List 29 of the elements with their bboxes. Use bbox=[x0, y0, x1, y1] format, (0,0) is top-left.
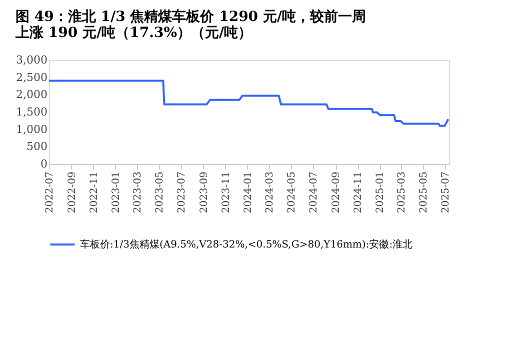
x-tick-label: 2023-07 bbox=[176, 172, 188, 214]
x-tick-label: 2024-07 bbox=[308, 172, 320, 214]
y-tick-label: 1,500 bbox=[16, 106, 48, 118]
x-tick-label: 2022-09 bbox=[66, 172, 78, 214]
x-tick-label: 2023-03 bbox=[132, 172, 144, 214]
x-tick-label: 2025-05 bbox=[418, 172, 430, 214]
x-tick-label: 2023-01 bbox=[110, 172, 122, 214]
chart-title: 图 49：淮北 1/3 焦精煤车板价 1290 元/吨，较前一周上涨 190 元/吨（17.3%）（元/吨） bbox=[14, 8, 366, 41]
x-tick-label: 2024-03 bbox=[264, 172, 276, 214]
y-tick-label: 2,000 bbox=[16, 88, 48, 102]
x-tick-label: 2024-09 bbox=[331, 172, 342, 214]
x-tick-label: 2022-07 bbox=[44, 172, 56, 214]
y-tick-label: 500 bbox=[26, 140, 48, 154]
y-tick-label: 0 bbox=[40, 158, 48, 170]
line-series bbox=[48, 80, 450, 127]
y-tick-label: 2,500 bbox=[16, 70, 48, 84]
x-tick-label: 2023-11 bbox=[220, 172, 232, 214]
x-tick-label: 2024-11 bbox=[353, 172, 364, 214]
x-tick-label: 2024-05 bbox=[286, 172, 298, 214]
x-tick-label: 2023-09 bbox=[198, 172, 210, 214]
x-tick-label: 2024-01 bbox=[242, 172, 254, 214]
legend-label: 车板价:1/3焦精煤(A9.5%,V28-32%,<0.5%S,G>80,Y16mm):安徽:淮北 bbox=[80, 238, 413, 250]
x-tick-label: 2023-05 bbox=[154, 172, 166, 214]
x-tick-label: 2025-03 bbox=[396, 172, 408, 214]
y-tick-label: 1,000 bbox=[16, 122, 48, 136]
x-tick-label: 2025-01 bbox=[375, 172, 386, 214]
y-tick-label: 3,000 bbox=[16, 54, 48, 66]
x-tick-label: 2025-07 bbox=[440, 172, 452, 214]
x-tick-label: 2022-11 bbox=[88, 172, 100, 214]
